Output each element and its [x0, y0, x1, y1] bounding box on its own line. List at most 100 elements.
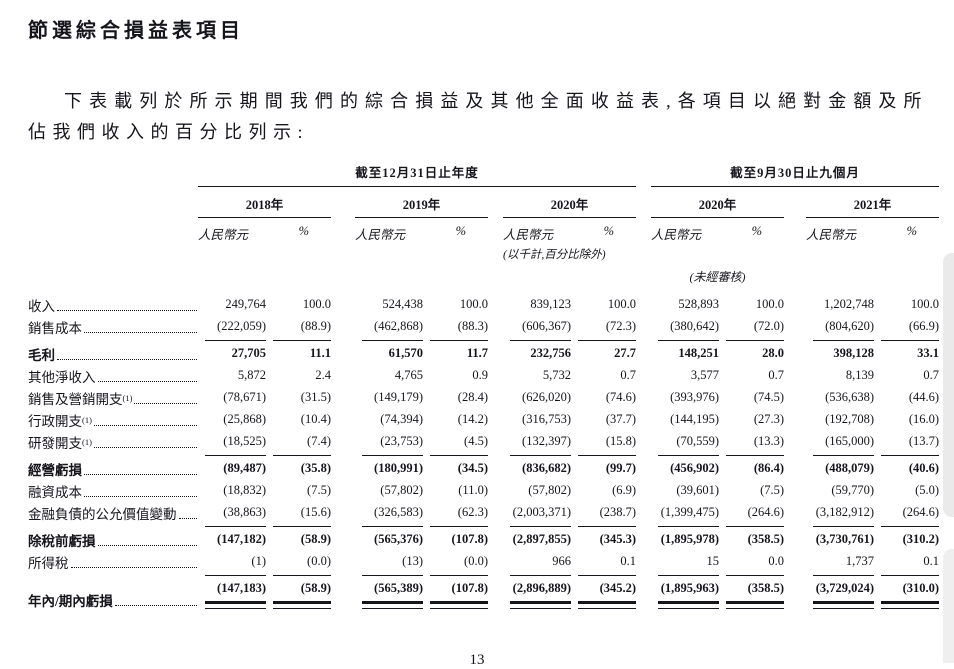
percent-cell: (345.2) — [571, 572, 637, 610]
row-label: 其他淨收入 — [28, 364, 198, 386]
column-spacer — [784, 452, 806, 479]
percent-cell: 100.0 — [302, 296, 331, 311]
year-header-2021: 2021年 — [806, 186, 940, 218]
column-spacer — [784, 289, 806, 315]
footnote-marker: (1) — [82, 414, 92, 425]
amount-cell: (59,770) — [831, 482, 875, 497]
column-spacer — [488, 501, 503, 523]
percent-cell: (310.0) — [874, 572, 940, 610]
scrollbar-thumb[interactable] — [943, 253, 954, 517]
table-row: 研發開支 (1) (18,525) (7.4) (23,753) (4.5) (132,39… — [28, 430, 939, 452]
amount-cell: 5,872 — [237, 367, 266, 382]
amount-cell: (626,020) — [522, 389, 571, 404]
double-rule — [273, 601, 331, 609]
column-spacer — [784, 550, 806, 572]
row-label: 行政開支 (1) — [28, 408, 198, 430]
amount-cell: (39,601) — [676, 482, 720, 497]
amount-cell: (144,195) — [670, 411, 720, 426]
amount-cell: (804,620) — [825, 318, 875, 333]
percent-cell: (88.9) — [300, 318, 331, 333]
row-label: 年內/期內虧損 — [28, 572, 198, 610]
dot-leader — [57, 310, 197, 311]
percent-cell: (16.0) — [908, 411, 940, 426]
table-row: 年內/期內虧損 (147,183) (58.9) (565,389) (107.8) (2… — [28, 572, 940, 610]
double-rule — [813, 601, 875, 609]
column-spacer — [784, 337, 806, 364]
column-spacer — [636, 187, 651, 218]
column-spacer — [331, 430, 355, 452]
column-spacer — [784, 572, 806, 610]
double-rule — [726, 601, 785, 609]
page-title: 節選綜合損益表項目 — [28, 20, 244, 42]
column-spacer — [636, 550, 651, 572]
units-cell: 人民幣元% (以千計,百分比除外) — [503, 218, 636, 263]
percent-cell: (72.0) — [753, 318, 785, 333]
table-row: 融資成本 (18,832) (7.5) (57,802) (11.0) (57,802) (… — [28, 479, 939, 501]
currency-label: 人民幣元 — [198, 228, 249, 242]
percent-cell: (13.7) — [908, 433, 940, 448]
dot-leader — [97, 545, 197, 546]
column-spacer — [331, 386, 355, 408]
double-rule — [658, 601, 720, 609]
group-header-row: 截至12月31日止年度 截至9月30日止九個月 — [28, 158, 940, 187]
percent-cell: (74.5) — [753, 389, 785, 404]
amount-cell: 398,128 — [806, 337, 875, 364]
percent-cell: 100.0 — [755, 296, 785, 311]
percent-cell: 11.7 — [423, 337, 488, 364]
column-spacer — [331, 572, 355, 610]
percent-cell: (238.7) — [599, 504, 637, 519]
dot-leader — [70, 567, 197, 568]
column-spacer — [488, 550, 503, 572]
row-label: 所得稅 — [28, 550, 198, 572]
amount-cell: (25,868) — [223, 411, 266, 426]
percent-cell: (99.7) — [571, 452, 637, 479]
amount-cell: (456,902) — [651, 452, 720, 479]
amount-cell: 15 — [706, 553, 720, 568]
column-spacer — [488, 386, 503, 408]
double-rule — [510, 601, 571, 609]
amount-cell: (70,559) — [676, 433, 720, 448]
percent-cell: (27.3) — [753, 411, 785, 426]
scrollbar-track[interactable] — [943, 549, 954, 663]
amount-cell: (836,682) — [503, 452, 571, 479]
column-spacer — [488, 523, 503, 550]
year-header-2019: 2019年 — [355, 186, 488, 218]
row-label: 銷售成本 — [28, 315, 198, 337]
percent-cell: (35.8) — [266, 452, 331, 479]
amount-cell: (2,896,889) — [503, 572, 571, 610]
column-spacer — [636, 364, 651, 386]
percent-cell: (11.0) — [458, 482, 488, 497]
column-spacer — [636, 289, 651, 315]
percent-cell: (15.8) — [605, 433, 637, 448]
percent-cell: (7.5) — [307, 482, 331, 497]
amount-cell: (565,376) — [355, 523, 423, 550]
column-spacer — [488, 479, 503, 501]
column-spacer — [331, 408, 355, 430]
amount-cell: (536,638) — [825, 389, 875, 404]
empty-cell — [28, 262, 651, 289]
column-spacer — [636, 386, 651, 408]
empty-cell — [806, 262, 939, 289]
amount-cell: (149,179) — [374, 389, 423, 404]
amount-cell: (57,802) — [380, 482, 423, 497]
row-label: 毛利 — [28, 337, 198, 364]
percent-cell: (58.9) — [266, 572, 331, 610]
row-label: 金融負債的公允價值變動 — [28, 501, 198, 523]
column-spacer — [784, 479, 806, 501]
percent-cell: (310.2) — [874, 523, 940, 550]
percent-cell: 0.7 — [768, 367, 785, 382]
amount-cell: 1,202,748 — [824, 296, 875, 311]
amount-cell: (74,394) — [380, 411, 423, 426]
amount-cell: (78,671) — [223, 389, 266, 404]
amount-cell: (89,487) — [198, 452, 266, 479]
empty-cell — [28, 218, 198, 263]
table-row: 收入 249,764 100.0 524,438 100.0 839,123 100.0 52… — [28, 289, 939, 315]
amount-cell: (1,895,978) — [651, 523, 720, 550]
table-row: 經營虧損 (89,487) (35.8) (180,991) (34.5) (836,68… — [28, 452, 940, 479]
percent-cell: (31.5) — [300, 389, 331, 404]
column-spacer — [331, 501, 355, 523]
column-spacer — [488, 315, 503, 337]
table-row: 銷售成本 (222,059) (88.9) (462,868) (88.3) (606,3… — [28, 315, 939, 337]
empty-cell — [28, 187, 198, 218]
amount-cell: (3,730,761) — [806, 523, 875, 550]
